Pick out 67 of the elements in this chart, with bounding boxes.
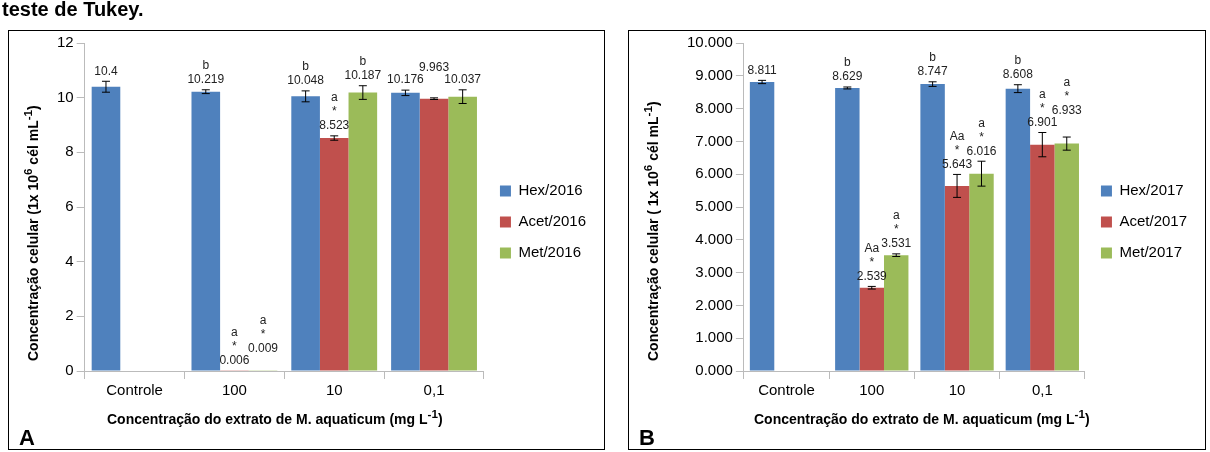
bar [319, 138, 349, 371]
data-label: b 10.048 [287, 59, 325, 88]
data-label: b 8.747 [917, 50, 948, 79]
y-tick-label: 6 [65, 197, 74, 215]
data-label: b 10.187 [344, 54, 382, 83]
chart-title: teste de Tukey. [2, 0, 144, 21]
text: A [19, 425, 35, 451]
data-label: 10.4 [94, 63, 118, 78]
legend-label: Hex/2016 [518, 181, 583, 199]
data-label: 10.037 [444, 72, 482, 87]
data-label: a * 6.933 [1051, 75, 1083, 118]
x-axis-title: Concentração do extrato de M. aquaticum (mg L$^{-1}$) [754, 407, 1090, 427]
bar [291, 96, 320, 371]
data-label: a * 3.531 [881, 208, 912, 251]
y-tick-label: 10 [57, 87, 74, 105]
bar [348, 92, 378, 371]
data-label: 10.176 [387, 72, 425, 87]
bar [749, 82, 775, 371]
x-tick-label: 100 [859, 381, 885, 399]
x-tick-label: Controle [758, 381, 815, 399]
data-label: b 10.219 [187, 58, 225, 87]
y-tick-label: 8.000 [695, 98, 733, 116]
bar [1030, 144, 1055, 371]
x-axis-title: Concentração do extrato de M. aquaticum (mg L$^{-1}$) [107, 407, 443, 427]
y-tick-label: 0.000 [695, 361, 733, 379]
bar [884, 255, 909, 371]
bar [859, 287, 884, 371]
data-label: a * 6.016 [966, 115, 997, 158]
y-tick-label: 12 [57, 33, 74, 51]
bar [419, 98, 449, 371]
y-tick-label: 9.000 [695, 65, 733, 83]
bar [944, 185, 970, 371]
x-tick-label: 10 [325, 381, 343, 399]
y-tick-label: 3.000 [695, 262, 733, 280]
data-label: 8.811 [747, 62, 777, 77]
bar [969, 173, 994, 371]
data-label: 9.963 [419, 60, 450, 75]
data-label: b 8.629 [832, 55, 863, 84]
y-tick-label: 8 [65, 142, 74, 160]
text: B [639, 425, 655, 451]
y-tick-label: 5.000 [695, 197, 733, 215]
y-tick-label: 4.000 [695, 229, 733, 247]
x-tick-label: 100 [221, 381, 247, 399]
x-tick-label: 0,1 [423, 381, 445, 399]
x-tick-label: Controle [106, 381, 163, 399]
y-tick-label: 2 [65, 306, 74, 324]
data-label: a * 0.009 [248, 313, 279, 356]
y-tick-label: 6.000 [695, 164, 733, 182]
bar [1054, 143, 1079, 371]
y-tick-label: 10.000 [686, 33, 733, 51]
legend-label: Hex/2017 [1119, 181, 1184, 199]
legend-label: Met/2017 [1119, 243, 1182, 261]
y-tick-label: 2.000 [695, 295, 733, 313]
legend-label: Acet/2016 [518, 212, 587, 230]
data-label: b 8.608 [1002, 53, 1034, 82]
bar [391, 92, 420, 371]
y-tick-label: 0 [65, 361, 74, 379]
bar [91, 86, 121, 371]
legend-label: Acet/2017 [1119, 212, 1188, 230]
bar [448, 96, 477, 371]
x-tick-label: 10 [948, 381, 966, 399]
y-tick-label: 1.000 [695, 328, 733, 346]
y-tick-label: 4 [65, 251, 74, 269]
y-tick-label: 7.000 [695, 131, 733, 149]
legend-label: Met/2016 [518, 243, 581, 261]
x-tick-label: 0,1 [1031, 381, 1053, 399]
bar [191, 91, 221, 371]
